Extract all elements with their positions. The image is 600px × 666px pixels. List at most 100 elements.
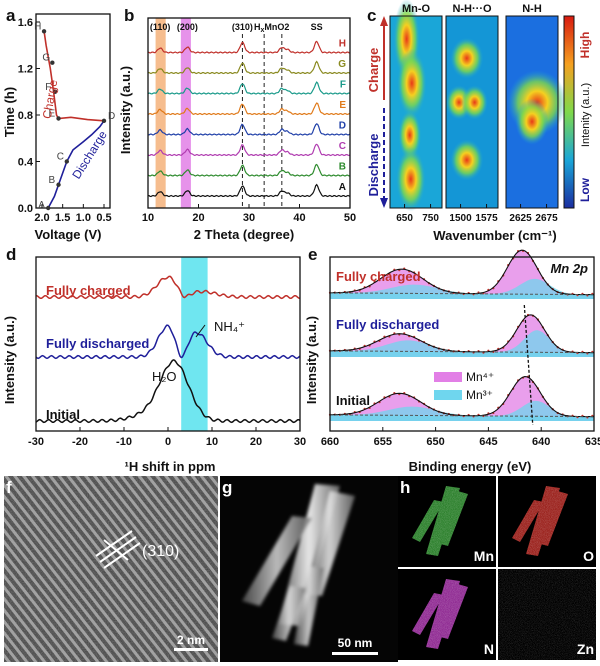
panel-a-series xyxy=(43,31,105,209)
heatmap-frame xyxy=(505,15,559,209)
panel-d-axes: -30 -20 -10 0 10 20 30 xyxy=(28,256,306,448)
y-tick-label: 0.4 xyxy=(18,157,34,169)
panel-c-colorbar-high: High xyxy=(578,32,592,59)
panel-f-lattice-label: (310) xyxy=(142,543,179,560)
series-line-E xyxy=(147,102,351,116)
x-tick-label: 1.5 xyxy=(55,212,70,224)
panel-e-title: Mn 2p xyxy=(550,261,588,276)
panel-e-xlabel: Binding energy (eV) xyxy=(409,459,532,474)
panel-h-tiles xyxy=(398,476,596,660)
point-B xyxy=(56,182,61,187)
x-tick-label: 640 xyxy=(532,436,550,448)
y-tick-label: 1.2 xyxy=(18,64,33,76)
series-line-B xyxy=(147,163,350,177)
heatmap-2 xyxy=(506,16,568,208)
colorbar xyxy=(563,15,575,209)
x-tick-label: 0.5 xyxy=(96,212,111,224)
series-label-F: F xyxy=(340,80,346,91)
heatmap-hotspot xyxy=(398,109,422,161)
fit-fill xyxy=(330,400,594,421)
panel-h-label-n: N xyxy=(484,641,494,657)
panel-d-series xyxy=(35,275,301,424)
panel-letter-g: g xyxy=(222,478,233,497)
x-tick-label: 0 xyxy=(165,436,171,448)
peak-label: (110) xyxy=(150,22,171,32)
series-label-D: D xyxy=(339,121,346,132)
charge-arrowhead xyxy=(380,16,388,26)
panel-c-charge-label: Charge xyxy=(366,48,381,93)
panel-letter-h: h xyxy=(400,478,411,497)
panel-d-highlight-band xyxy=(181,257,208,431)
panel-letter-d: d xyxy=(6,245,17,264)
x-tick-label: 40 xyxy=(293,212,305,224)
panel-letter-a: a xyxy=(6,6,16,25)
panel-b-peak-labels: (110) (200) (310) HxMnO2 SS xyxy=(150,22,323,34)
point-A xyxy=(46,205,51,211)
x-tick-label: 650 xyxy=(396,213,413,224)
point-label-A: A xyxy=(38,200,45,211)
heatmap-subtitle: N-H···O xyxy=(452,3,492,15)
x-tick-label: 30 xyxy=(294,436,306,448)
panel-f-scalebar xyxy=(174,648,208,651)
panel-f-scalebar-label: 2 nm xyxy=(177,633,205,647)
x-tick-label: 1500 xyxy=(449,213,472,224)
point-C xyxy=(64,159,70,164)
panel-a-xlabel: Voltage (V) xyxy=(35,227,102,242)
x-tick-label: 2675 xyxy=(535,213,558,224)
plot-frame xyxy=(329,256,595,432)
panel-a-ylabel: Time (h) xyxy=(2,87,17,137)
panel-b-dashed-lines xyxy=(241,34,283,208)
heatmap-hotspot xyxy=(461,85,488,120)
peak-label: (310) xyxy=(232,22,253,32)
x-tick-label: 635 xyxy=(585,436,600,448)
plot-frame xyxy=(35,13,111,209)
panel-c-chart: Mn-O 650 750 N-H···O 1500 1575 N-H 2625 2675 Wav… xyxy=(366,0,592,243)
panel-g-nanorods xyxy=(242,484,355,646)
x-tick-label: 20 xyxy=(192,212,204,224)
x-tick-label: 2625 xyxy=(509,213,532,224)
heatmap-frame xyxy=(389,15,443,209)
point-G xyxy=(50,60,55,65)
panel-d-xlabel: ¹H shift in ppm xyxy=(125,459,216,474)
point-label-H: H xyxy=(34,21,41,32)
panel-h-label-zn: Zn xyxy=(577,641,594,657)
heatmap-subtitle: Mn-O xyxy=(402,3,431,15)
point-label-D: D xyxy=(108,111,115,122)
panel-b-axes: 10 20 30 40 50 xyxy=(142,17,356,224)
panel-e-series-label-charged: Fully charged xyxy=(336,269,421,284)
x-tick-label: 655 xyxy=(374,436,392,448)
x-tick-label: 2.0 xyxy=(34,212,49,224)
point-label-F: F xyxy=(45,82,51,93)
heatmap-0 xyxy=(390,0,442,212)
series-line-charge xyxy=(43,31,105,122)
panel-letter-b: b xyxy=(124,6,135,25)
x-tick-label: -20 xyxy=(72,436,88,448)
x-tick-label: 20 xyxy=(250,436,262,448)
x-tick-label: 1575 xyxy=(475,213,498,224)
panel-e-series xyxy=(328,249,595,426)
panel-b-highlight-bands xyxy=(155,18,191,208)
panel-e-axes: 660 655 650 645 640 635 xyxy=(321,256,600,448)
y-tick-label: 0.8 xyxy=(18,110,33,122)
panel-c-colorbar-low: Low xyxy=(578,177,592,202)
point-label-E: E xyxy=(49,108,56,119)
panel-h-label-mn: Mn xyxy=(474,548,494,564)
panel-e-legend-mn4: Mn⁴⁺ xyxy=(466,370,494,384)
point-D xyxy=(101,118,107,124)
panel-c-xlabel: Wavenumber (cm⁻¹) xyxy=(433,228,556,243)
point-label-B: B xyxy=(49,175,56,186)
x-tick-label: 1.0 xyxy=(76,212,91,224)
panel-c-discharge-label: Discharge xyxy=(366,134,381,197)
fit-fill xyxy=(330,278,594,299)
y-tick-label: 1.6 xyxy=(18,17,33,29)
panel-c-heatmaps xyxy=(390,0,568,212)
point-label-G: G xyxy=(42,53,50,64)
highlight-band xyxy=(180,18,191,208)
panel-a-chart: 2.0 1.5 1.0 0.5 0.0 0.4 0.8 1.2 1.6 A B C D E F G H Vol… xyxy=(2,13,115,242)
x-tick-label: 10 xyxy=(142,212,154,224)
heatmap-hotspot xyxy=(515,98,549,145)
x-tick-label: 30 xyxy=(243,212,255,224)
panel-e-ylabel: Intensity (a.u.) xyxy=(304,316,319,404)
baseline xyxy=(329,350,595,354)
